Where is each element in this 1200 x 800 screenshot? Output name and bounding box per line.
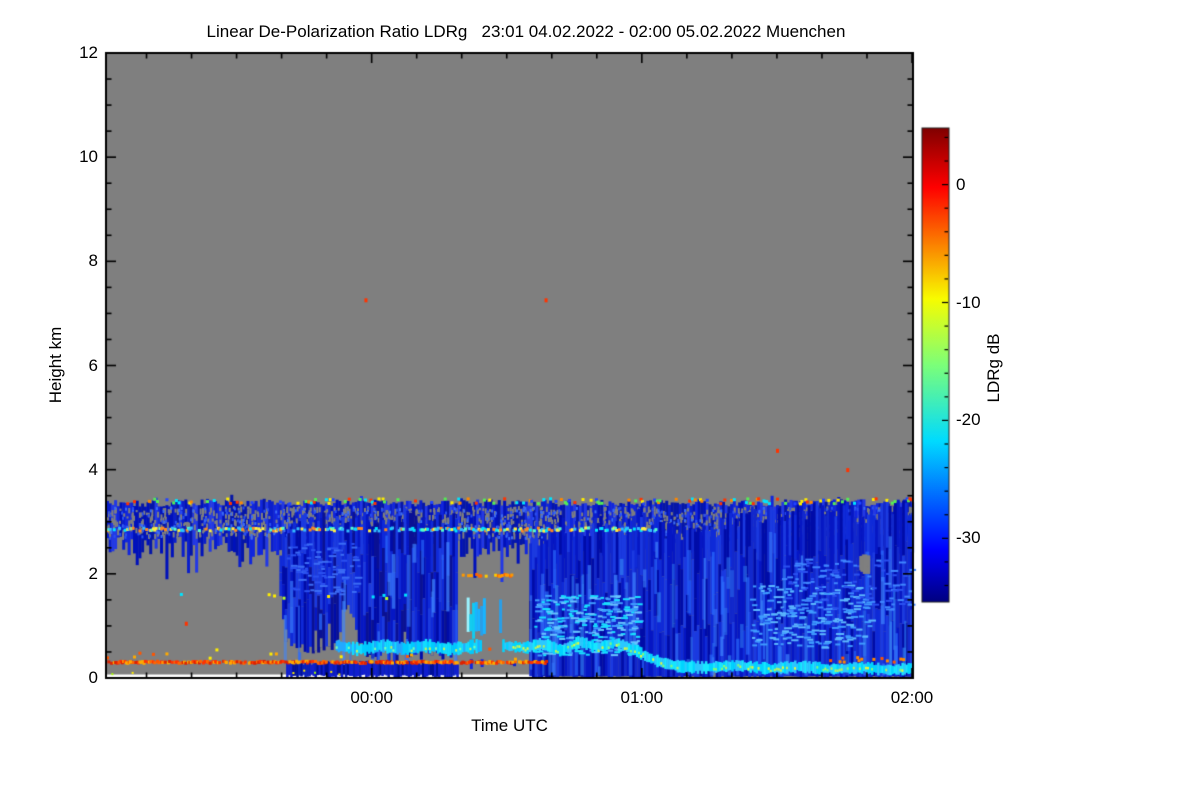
x-axis-tick-label: 00:00 (350, 688, 393, 707)
x-axis-tick-label: 02:00 (890, 688, 934, 707)
colorbar-tick-label: -10 (956, 292, 981, 312)
y-axis-tick-label: 12 (79, 43, 98, 62)
colorbar-title: LDRg dB (984, 333, 1003, 403)
y-axis-tick-label: 0 (88, 668, 98, 687)
x-axis-title: Time UTC (471, 716, 548, 735)
x-axis-tick-label: 01:00 (620, 688, 664, 707)
chart-title: Linear De-Polarization Ratio LDRg 23:01 … (206, 22, 846, 41)
colorbar-tick-label: -30 (956, 528, 981, 548)
colorbar-tick-label: -20 (956, 410, 981, 430)
y-axis-tick-label: 8 (88, 251, 98, 271)
y-axis-tick-label: 6 (88, 355, 98, 375)
y-axis-tick-label: 2 (88, 563, 98, 583)
y-axis-tick-label: 4 (88, 459, 98, 479)
y-axis-tick-label: 10 (79, 147, 98, 167)
colorbar-tick-label: 0 (956, 174, 966, 194)
